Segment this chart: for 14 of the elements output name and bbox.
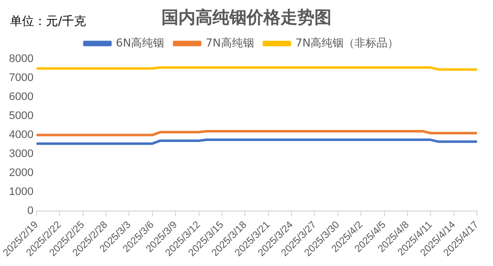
y-tick-label: 7000 <box>8 72 34 84</box>
legend-label: 6N高纯铟 <box>116 36 164 50</box>
y-tick-label: 5000 <box>8 110 34 122</box>
y-tick-label: 4000 <box>8 129 34 142</box>
y-tick-label: 3000 <box>8 148 34 160</box>
y-tick-label: 1000 <box>8 186 34 198</box>
y-axis-title: 单位：元/千克 <box>10 13 86 30</box>
y-tick-label: 8000 <box>8 53 34 66</box>
legend-label: 7N高纯铟 <box>206 36 254 50</box>
y-tick-label: 6000 <box>8 91 34 104</box>
y-tick-label: 0 <box>27 205 34 218</box>
y-tick-label: 2000 <box>8 167 34 180</box>
chart-title: 国内高纯铟价格走势图 <box>162 8 332 28</box>
legend-label: 7N高纯铟（非标品） <box>295 36 399 50</box>
